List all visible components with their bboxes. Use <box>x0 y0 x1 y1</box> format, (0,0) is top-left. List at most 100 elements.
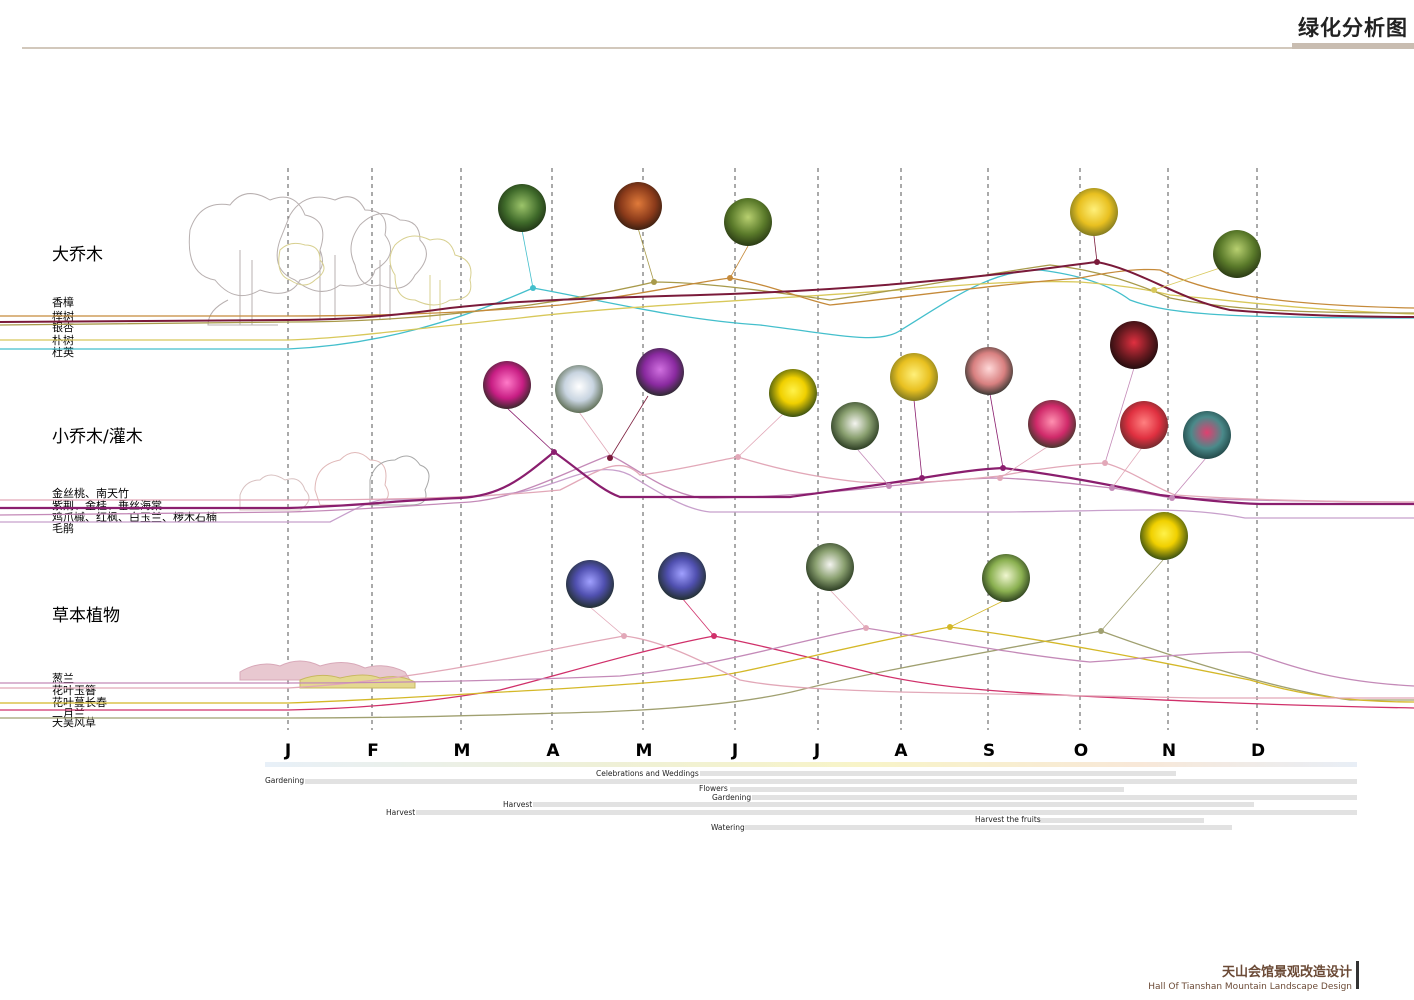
plant-photo <box>1110 321 1158 369</box>
category-labels: 大乔木 小乔木/灌木 草本植物 <box>52 245 143 626</box>
activity-bar <box>533 802 1254 807</box>
peak-dot <box>1094 259 1100 265</box>
peak-markers <box>530 259 1175 639</box>
peak-dot <box>1102 460 1108 466</box>
footer-title-cn: 天山会馆景观改造设计 <box>1221 965 1352 980</box>
header-rule <box>22 47 1414 49</box>
activity-label: Flowers <box>699 784 728 793</box>
season-band <box>265 762 1357 767</box>
plant-photo <box>1028 400 1076 448</box>
header-tab <box>1292 43 1414 49</box>
species-label: 花叶玉簪 <box>52 683 96 697</box>
activity-label: Harvest the fruits <box>975 815 1041 824</box>
peak-dot <box>651 279 657 285</box>
plant-photo <box>483 361 531 409</box>
peak-dot <box>1151 287 1157 293</box>
peak-dot <box>997 475 1003 481</box>
activity-label: Watering <box>711 823 745 832</box>
month-label: J <box>813 741 820 761</box>
activity-bar <box>416 810 1357 815</box>
peak-dot <box>727 275 733 281</box>
peak-dot <box>530 285 536 291</box>
activity-label: Gardening <box>265 776 304 785</box>
peak-dot <box>919 475 925 481</box>
activity-bar <box>752 795 1357 800</box>
curve-eryuelan <box>0 635 1414 711</box>
category-shrubs: 小乔木/灌木 <box>52 427 143 447</box>
month-label: N <box>1162 741 1176 761</box>
footer-bar <box>1356 961 1359 989</box>
month-label: D <box>1251 741 1265 761</box>
peak-dot <box>621 633 627 639</box>
plant-photo <box>614 182 662 230</box>
month-label: S <box>983 741 995 761</box>
plant-photo <box>724 198 772 246</box>
species-label: 金丝桃、南天竹 <box>52 486 129 500</box>
plant-photo <box>769 369 817 417</box>
plant-photo <box>1183 411 1231 459</box>
plant-photo <box>1120 401 1168 449</box>
peak-dot <box>607 455 613 461</box>
activity-bar <box>745 825 1232 830</box>
month-label: O <box>1074 741 1088 761</box>
month-labels: J F M A M J J A S O N D <box>284 741 1265 761</box>
peak-dot <box>947 624 953 630</box>
plant-photo <box>555 365 603 413</box>
curve-huayemanchangchun <box>0 626 1414 704</box>
month-label: A <box>546 741 560 761</box>
plant-photo <box>806 543 854 591</box>
species-label: 银杏 <box>52 320 74 334</box>
peak-dot <box>863 625 869 631</box>
curve-conglan <box>0 627 1414 687</box>
plant-photo <box>566 560 614 608</box>
peak-dot <box>886 483 892 489</box>
species-label: 杜英 <box>52 345 74 359</box>
curve-jinsitao <box>0 450 1414 510</box>
species-label: 天吴风草 <box>52 716 96 729</box>
plant-photo <box>498 184 546 232</box>
curve-duying <box>0 269 1414 350</box>
plant-photo <box>636 348 684 396</box>
curve-yinxing <box>0 264 1414 326</box>
peak-dot <box>1098 628 1104 634</box>
plant-photo <box>982 554 1030 602</box>
activity-bar <box>700 771 1176 776</box>
curve-jushu <box>0 268 1414 317</box>
peak-dot <box>1000 465 1006 471</box>
month-gridlines <box>287 168 1258 730</box>
plant-photo <box>831 402 879 450</box>
month-label: M <box>636 741 653 761</box>
month-label: F <box>367 741 379 761</box>
herb-curves <box>0 626 1414 719</box>
plant-photo <box>1140 512 1188 560</box>
category-large-trees: 大乔木 <box>52 245 103 265</box>
plant-photo <box>1070 188 1118 236</box>
peak-dot <box>1169 495 1175 501</box>
footer: 天山会馆景观改造设计 Hall Of Tianshan Mountain Lan… <box>1148 961 1352 992</box>
curve-tianwufengcao <box>0 630 1414 719</box>
activity-bar <box>305 779 1357 784</box>
curve-xiangzhang <box>0 260 1414 323</box>
month-label: M <box>454 741 471 761</box>
species-label: 香樟 <box>52 295 74 309</box>
activity-label: Gardening <box>712 793 751 802</box>
herb-sketch <box>239 660 416 689</box>
activity-label: Harvest <box>386 808 415 817</box>
curve-jizhaoqi <box>0 454 1414 516</box>
month-label: J <box>284 741 291 761</box>
large-tree-curves <box>0 260 1414 350</box>
activity-bar <box>730 787 1124 792</box>
plant-photo <box>658 552 706 600</box>
activity-label: Harvest <box>503 800 532 809</box>
plant-photo <box>965 347 1013 395</box>
page-title: 绿化分析图 <box>1298 16 1408 40</box>
species-label: 毛鹃 <box>52 521 74 535</box>
activity-bars: Celebrations and Weddings Gardening Flow… <box>265 762 1357 832</box>
activity-bar <box>1038 818 1204 823</box>
peak-dot <box>711 633 717 639</box>
curve-pushu <box>0 280 1414 341</box>
activity-label: Celebrations and Weddings <box>596 769 699 778</box>
species-labels: 香樟 榉树 银杏 朴树 杜英 金丝桃、南天竹 紫荆、金桂、垂丝海棠 鸡爪槭、红枫… <box>52 295 217 729</box>
large-tree-sketch <box>188 193 472 326</box>
